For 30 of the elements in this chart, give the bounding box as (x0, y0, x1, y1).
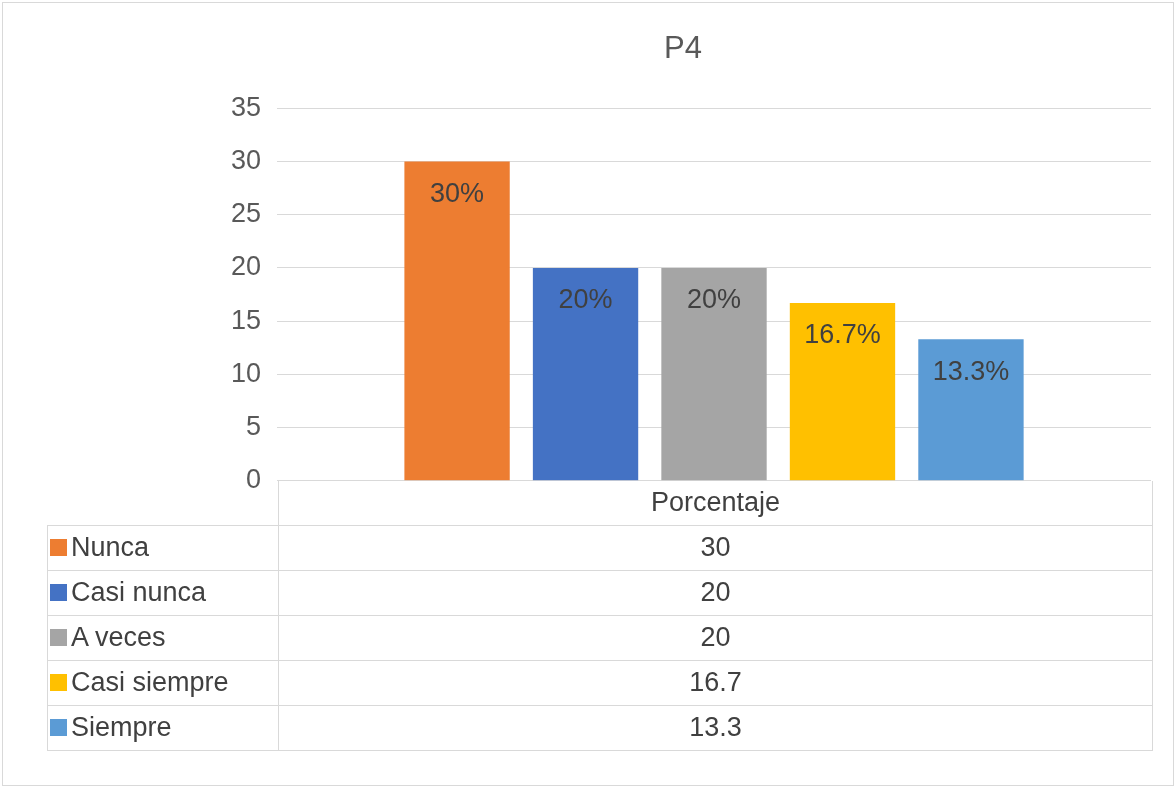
bar (532, 267, 639, 481)
chart-title: P4 (664, 30, 702, 66)
bar (404, 161, 510, 481)
data-label: 30% (430, 177, 485, 208)
data-label: 20% (686, 284, 742, 315)
legend-label: A veces (47, 615, 279, 661)
y-tick-label: 15 (230, 304, 262, 335)
y-tick-label: 25 (230, 198, 262, 229)
text: 16.7 (278, 660, 1153, 706)
legend-label: Casi nunca (47, 570, 279, 616)
y-tick-label: 30 (230, 144, 262, 175)
data-label: 16.7% (804, 319, 881, 350)
text: 30 (278, 525, 1153, 571)
text: 20 (278, 615, 1153, 661)
y-tick-label: 20 (230, 251, 262, 282)
data-label: 13.3% (932, 355, 1010, 386)
y-tick-label: 5 (246, 411, 262, 442)
legend-label: Siempre (47, 705, 279, 751)
y-tick-label: 35 (230, 91, 262, 122)
legend-label: Nunca (47, 525, 279, 571)
bar (661, 267, 767, 481)
text: 20 (278, 570, 1153, 616)
bar (789, 303, 896, 481)
data-label: 20% (558, 284, 613, 315)
legend-label: Casi siempre (47, 660, 279, 706)
y-tick-label: 0 (246, 464, 262, 495)
bar (918, 339, 1024, 481)
y-tick-label: 10 (230, 357, 262, 388)
text: 13.3 (278, 705, 1153, 751)
x-tick-label: Porcentaje (278, 480, 1153, 526)
